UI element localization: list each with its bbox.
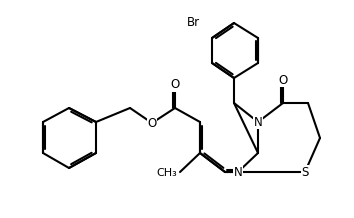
Text: O: O — [147, 116, 156, 129]
Text: N: N — [253, 116, 262, 128]
Text: O: O — [278, 73, 287, 87]
Text: O: O — [170, 78, 179, 92]
Text: N: N — [234, 165, 242, 179]
Text: CH₃: CH₃ — [156, 168, 177, 178]
Text: S: S — [301, 165, 309, 179]
Text: Br: Br — [187, 17, 200, 29]
